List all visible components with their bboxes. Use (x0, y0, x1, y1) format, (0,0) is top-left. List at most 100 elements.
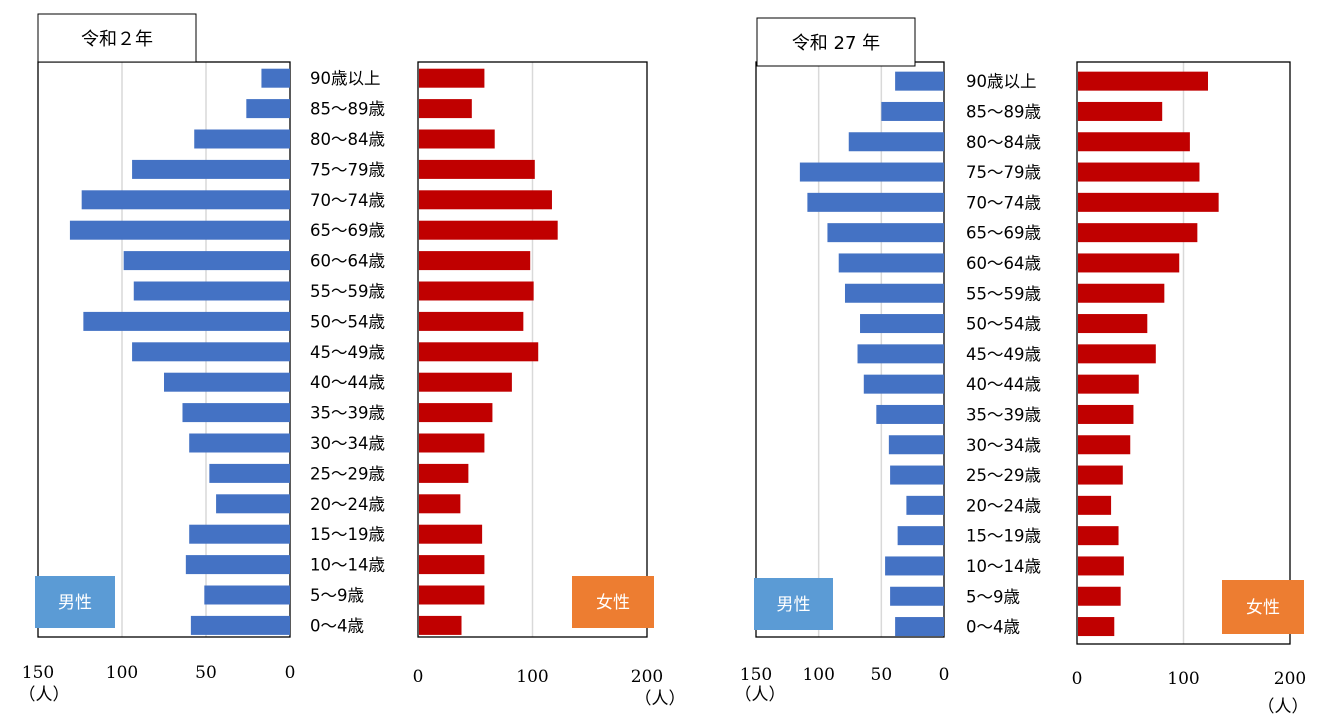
male-bar (906, 495, 944, 515)
age-group-label: 90歳以上 (966, 72, 1037, 91)
male-bar (190, 615, 290, 635)
female-bar (1078, 617, 1115, 637)
male-axis-tick: 150 (22, 663, 54, 683)
age-group-label: 10～14歳 (966, 557, 1041, 576)
chart-title-box (756, 17, 916, 67)
male-bar (132, 159, 290, 179)
male-bar (216, 494, 290, 514)
female-bar (1078, 314, 1148, 334)
age-group-label: 55～59歳 (966, 284, 1041, 303)
female-bar (419, 68, 485, 88)
male-axis-tick: 100 (106, 663, 138, 683)
age-group-label: 20～24歳 (966, 496, 1041, 515)
female-bar (1078, 253, 1180, 273)
female-legend-label: 女性 (596, 593, 630, 613)
female-bar (419, 585, 485, 605)
female-bar (419, 251, 531, 271)
male-bar (895, 617, 944, 637)
female-axis-unit: （人） (635, 689, 686, 709)
male-legend-label: 男性 (777, 595, 811, 615)
chart-title: 令和２年 (81, 29, 153, 50)
male-bar (194, 129, 290, 149)
female-bar (1078, 556, 1124, 576)
female-bar (1078, 495, 1112, 515)
male-bar (83, 311, 290, 331)
female-bar (1078, 162, 1200, 182)
female-bar (1078, 526, 1119, 546)
male-bar (863, 374, 944, 394)
age-group-label: 80～84歳 (310, 130, 385, 149)
age-group-label: 50～54歳 (310, 312, 385, 331)
female-axis-unit: （人） (1258, 697, 1309, 715)
male-axis-unit: （人） (19, 685, 70, 705)
female-bar (419, 615, 462, 635)
female-axis-tick: 200 (1274, 669, 1306, 689)
female-legend-badge (1222, 580, 1304, 634)
age-group-label: 15～19歳 (310, 525, 385, 544)
age-group-label: 35～39歳 (310, 404, 385, 423)
male-bar (860, 314, 944, 334)
female-bar (1078, 465, 1123, 485)
age-group-label: 30～34歳 (310, 434, 385, 453)
age-group-label: 10～14歳 (310, 556, 385, 575)
male-bar (204, 585, 290, 605)
age-group-label: 75～79歳 (966, 163, 1041, 182)
male-bar (857, 344, 944, 364)
male-bar (876, 404, 944, 424)
male-bar (209, 463, 290, 483)
pyramid-chart-1: 90歳以上 85～89歳 80～84歳 75～79歳 70～74歳 65～69歳 60～64… (19, 13, 686, 709)
age-group-label: 50～54歳 (966, 315, 1041, 334)
male-bar (881, 101, 944, 121)
male-bar (838, 253, 944, 273)
female-bar (1078, 435, 1131, 455)
age-group-label: 35～39歳 (966, 405, 1041, 424)
female-axis-tick: 0 (1072, 669, 1083, 689)
male-legend-label: 男性 (58, 593, 92, 613)
age-group-label: 65～69歳 (966, 224, 1041, 243)
age-group-label: 0～4歳 (966, 618, 1020, 637)
male-bar (69, 220, 290, 240)
age-group-label: 5～9歳 (310, 586, 364, 605)
age-group-label: 5～9歳 (966, 587, 1020, 606)
female-bar (419, 311, 524, 331)
male-bar (261, 68, 290, 88)
male-bar (189, 433, 290, 453)
female-bar (419, 220, 558, 240)
age-group-label: 75～79歳 (310, 160, 385, 179)
male-bar (897, 526, 944, 546)
age-group-label: 0～4歳 (310, 616, 364, 635)
male-bar (890, 586, 944, 606)
female-bar (1078, 586, 1121, 606)
age-group-label: 25～29歳 (966, 466, 1041, 485)
age-group-label: 60～64歳 (966, 254, 1041, 273)
age-group-label: 60～64歳 (310, 252, 385, 271)
female-bar (419, 494, 461, 514)
female-axis-tick: 100 (1167, 669, 1199, 689)
male-bar (807, 192, 944, 212)
female-bar (419, 99, 472, 119)
female-axis-tick: 0 (413, 667, 424, 687)
male-axis-tick: 0 (939, 665, 950, 685)
age-group-label: 30～34歳 (966, 436, 1041, 455)
female-bar (419, 403, 493, 423)
age-group-label: 85～89歳 (310, 100, 385, 119)
male-bar (185, 555, 290, 575)
male-bar (123, 251, 291, 271)
female-bar (419, 129, 495, 149)
pyramid-chart-2: 90歳以上 85～89歳 80～84歳 75～79歳 70～74歳 65～69歳 60～64… (735, 17, 1309, 715)
female-bar (419, 159, 535, 179)
female-axis-tick: 200 (631, 667, 663, 687)
female-bar (1078, 132, 1190, 152)
female-legend-label: 女性 (1246, 598, 1280, 618)
female-bar (419, 342, 539, 362)
male-bar (890, 465, 944, 485)
age-group-label: 40～44歳 (966, 375, 1041, 394)
male-legend-badge (35, 576, 115, 628)
female-bar (419, 433, 485, 453)
male-bar (164, 372, 290, 392)
male-axis-tick: 150 (740, 665, 772, 685)
chart-title-box (37, 13, 197, 63)
female-bar (419, 524, 483, 544)
age-group-label: 15～19歳 (966, 527, 1041, 546)
male-axis-unit: （人） (735, 685, 786, 705)
